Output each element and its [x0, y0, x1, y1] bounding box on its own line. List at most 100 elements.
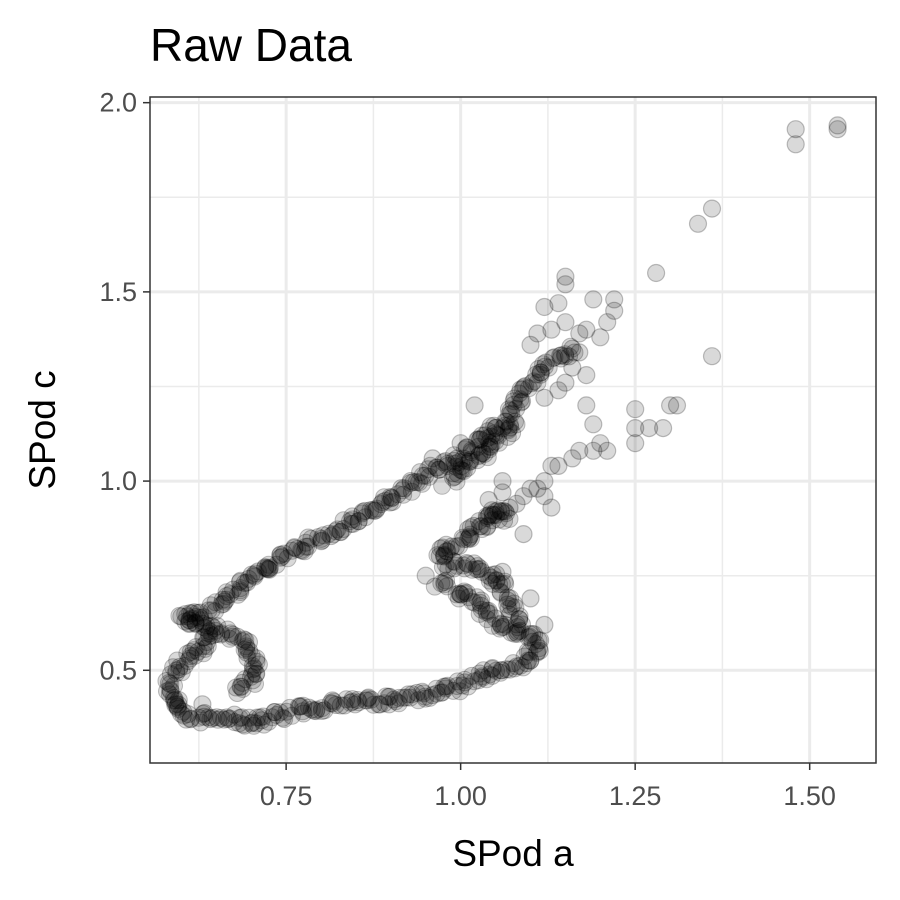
data-point [508, 618, 527, 637]
data-point [493, 483, 512, 502]
data-point [527, 365, 546, 384]
data-point [459, 530, 477, 549]
data-point [530, 639, 549, 658]
data-point [211, 625, 230, 644]
y-tick-label: 2.0 [99, 88, 137, 118]
data-point [380, 695, 399, 714]
data-point [453, 461, 471, 480]
data-point [394, 688, 413, 707]
data-point [356, 508, 375, 527]
data-point [235, 640, 254, 659]
data-point [196, 639, 215, 658]
data-point [584, 441, 603, 460]
data-point [465, 554, 484, 573]
data-point [236, 670, 255, 689]
data-point [525, 625, 544, 644]
data-point [460, 527, 479, 546]
data-point [353, 504, 372, 523]
data-point [386, 692, 405, 711]
data-point [159, 674, 178, 692]
data-point [178, 607, 197, 626]
data-point [473, 668, 492, 687]
data-point [531, 363, 550, 382]
data-point [528, 479, 547, 498]
data-point [469, 447, 488, 465]
data-point [237, 643, 256, 662]
data-point [430, 460, 449, 479]
data-point [271, 703, 289, 722]
data-point [506, 412, 524, 431]
data-point [251, 708, 269, 727]
data-point [515, 647, 534, 666]
data-point [536, 353, 555, 372]
data-point [500, 509, 519, 528]
data-point [483, 659, 502, 677]
data-point [438, 577, 456, 596]
data-point [517, 654, 536, 673]
data-point [161, 675, 180, 694]
data-point [198, 637, 217, 655]
data-point [421, 456, 440, 475]
data-point [265, 703, 284, 722]
data-point [510, 610, 529, 629]
data-point [667, 396, 687, 415]
data-point [191, 713, 210, 732]
data-point [234, 715, 253, 734]
data-point [491, 582, 510, 601]
data-point [331, 696, 350, 715]
data-point [480, 437, 499, 456]
data-point [343, 507, 362, 526]
data-point [165, 676, 183, 695]
data-point [265, 703, 284, 721]
data-point [161, 665, 180, 684]
data-point [477, 670, 496, 689]
data-point [445, 467, 464, 486]
data-point [233, 632, 252, 651]
x-axis-title: SPod a [452, 833, 574, 874]
data-point [511, 656, 530, 675]
data-point [200, 622, 219, 641]
data-point [334, 511, 353, 530]
data-point [451, 682, 470, 701]
data-point [507, 415, 526, 434]
data-point [416, 689, 435, 708]
data-point [392, 479, 411, 498]
data-point [240, 641, 259, 660]
data-point [180, 611, 199, 630]
data-point [456, 440, 475, 459]
data-point [478, 610, 497, 629]
data-point [282, 541, 301, 560]
data-point [202, 617, 221, 635]
data-point [447, 556, 466, 575]
data-point [498, 427, 517, 446]
data-point [469, 671, 488, 690]
data-point [381, 493, 400, 512]
data-point [198, 633, 216, 651]
data-point [236, 631, 255, 650]
data-point [514, 378, 533, 397]
data-point [217, 708, 236, 727]
data-point [626, 419, 645, 438]
data-point [223, 627, 242, 646]
data-point [246, 674, 264, 693]
data-point [182, 609, 201, 628]
data-point [401, 472, 420, 490]
data-point [528, 373, 547, 392]
data-point [484, 506, 503, 525]
data-point [501, 401, 520, 420]
data-point [185, 646, 204, 665]
data-point [461, 450, 480, 469]
data-point [194, 614, 212, 633]
data-point [505, 624, 524, 643]
data-point [519, 379, 538, 398]
data-point [444, 468, 462, 487]
data-point [451, 434, 470, 453]
data-point [455, 451, 474, 470]
data-point [521, 651, 540, 670]
data-point [230, 709, 249, 727]
data-point [232, 708, 251, 727]
data-point [218, 620, 237, 639]
data-point [402, 482, 421, 501]
data-point [502, 623, 521, 642]
data-point [513, 392, 532, 411]
